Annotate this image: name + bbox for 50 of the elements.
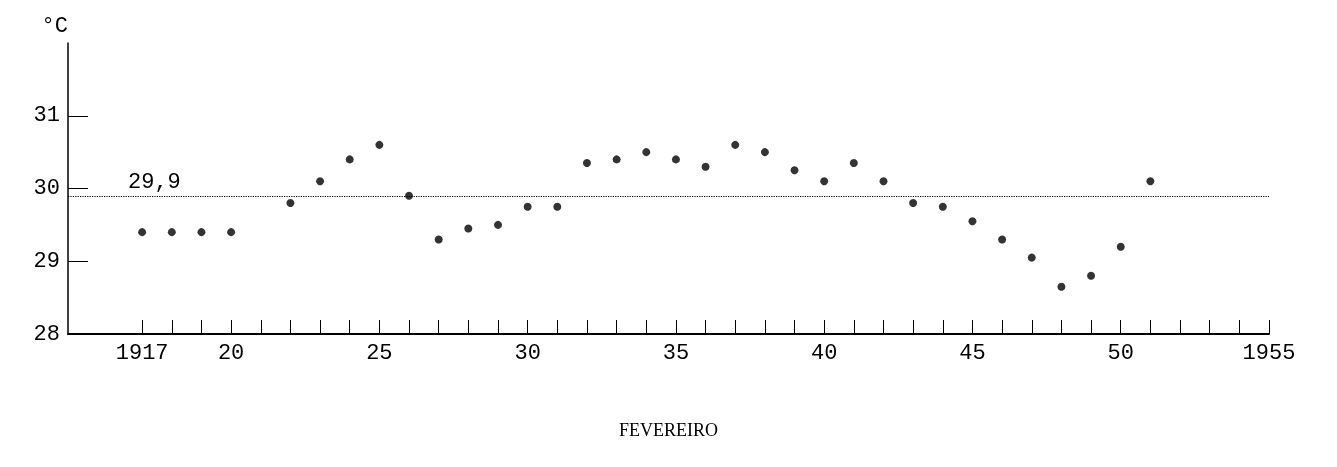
x-tick-label: 45 — [959, 340, 986, 366]
point — [464, 224, 473, 233]
point — [998, 235, 1007, 244]
point — [523, 202, 532, 211]
point — [671, 155, 680, 164]
x-tick-label: 50 — [1107, 340, 1134, 366]
x-axis-title: FEVEREIRO — [619, 420, 718, 440]
point — [405, 191, 414, 200]
point — [286, 199, 295, 208]
point — [760, 148, 769, 157]
point — [227, 228, 236, 237]
point — [820, 177, 829, 186]
y-tick-label: 31 — [33, 103, 60, 129]
point — [345, 155, 354, 164]
point — [731, 140, 740, 149]
y-tick-label: 30 — [33, 176, 60, 201]
y-tick-label: 29 — [33, 248, 60, 274]
point — [701, 162, 710, 171]
point — [1027, 253, 1036, 262]
point — [494, 220, 502, 229]
point — [879, 177, 888, 186]
point — [968, 217, 977, 226]
x-tick-label: 1917 — [115, 340, 169, 366]
x-tick-label: 40 — [810, 340, 838, 366]
x-tick-label: 1955 — [1242, 340, 1296, 366]
y-axis-title: °C — [41, 13, 68, 39]
point — [138, 228, 147, 237]
point — [1057, 282, 1066, 291]
point — [375, 140, 384, 149]
x-tick-label: 35 — [662, 340, 690, 366]
point — [553, 202, 562, 211]
point — [938, 202, 947, 211]
point — [1146, 177, 1155, 186]
x-tick-label: 30 — [514, 340, 541, 366]
point — [790, 166, 799, 175]
point — [1087, 271, 1096, 280]
point — [612, 155, 621, 164]
point — [167, 228, 176, 237]
point — [434, 235, 443, 244]
ref-line-label: 29,9 — [128, 170, 181, 196]
point — [316, 177, 325, 186]
point — [642, 148, 651, 157]
point — [582, 159, 591, 168]
point — [1116, 242, 1125, 251]
point — [849, 159, 858, 168]
x-tick-label: 25 — [366, 340, 393, 366]
x-tick-label: 20 — [217, 340, 245, 366]
point — [197, 228, 206, 237]
point — [909, 199, 918, 208]
y-tick-label: 28 — [33, 321, 60, 347]
